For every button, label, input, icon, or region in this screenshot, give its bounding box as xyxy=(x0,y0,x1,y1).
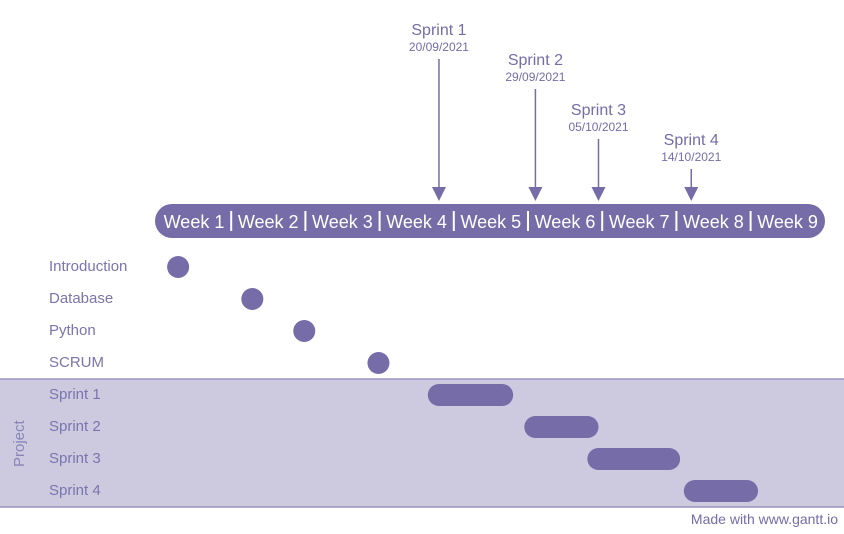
task-dot[interactable] xyxy=(167,256,190,278)
week-label-6: Week 6 xyxy=(535,212,596,232)
task-dot[interactable] xyxy=(293,320,316,342)
week-label-4: Week 4 xyxy=(386,212,447,232)
task-dot[interactable] xyxy=(367,352,390,374)
week-label-9: Week 9 xyxy=(757,212,818,232)
milestone-date: 20/09/2021 xyxy=(409,40,469,54)
week-label-2: Week 2 xyxy=(238,212,299,232)
milestone-date: 14/10/2021 xyxy=(661,150,721,164)
group-label-project: Project xyxy=(11,420,28,467)
week-label-5: Week 5 xyxy=(460,212,521,232)
task-bar[interactable] xyxy=(427,384,514,406)
task-label: Sprint 3 xyxy=(49,450,101,467)
task-label: Introduction xyxy=(49,258,128,275)
milestone-date: 05/10/2021 xyxy=(568,120,628,134)
task-dot[interactable] xyxy=(241,288,264,310)
arrow-down-icon xyxy=(591,187,606,201)
week-label-8: Week 8 xyxy=(683,212,744,232)
week-label-3: Week 3 xyxy=(312,212,373,232)
task-bar[interactable] xyxy=(524,416,599,438)
milestone-name: Sprint 3 xyxy=(571,102,626,119)
timeline-bar xyxy=(155,204,825,238)
week-label-7: Week 7 xyxy=(609,212,670,232)
milestone-name: Sprint 2 xyxy=(508,52,563,69)
milestone-date: 29/09/2021 xyxy=(505,70,565,84)
arrow-down-icon xyxy=(431,187,446,201)
week-label-1: Week 1 xyxy=(164,212,225,232)
arrow-down-icon xyxy=(528,187,543,201)
task-label: SCRUM xyxy=(49,354,104,371)
task-label: Python xyxy=(49,322,96,339)
footer-credit[interactable]: Made with www.gantt.io xyxy=(690,511,838,527)
milestone-name: Sprint 4 xyxy=(664,132,719,149)
task-label: Sprint 1 xyxy=(49,386,101,403)
task-label: Sprint 2 xyxy=(49,418,101,435)
task-label: Database xyxy=(49,290,114,307)
milestone-name: Sprint 1 xyxy=(411,22,466,39)
task-label: Sprint 4 xyxy=(49,482,101,499)
task-bar[interactable] xyxy=(587,448,681,470)
arrow-down-icon xyxy=(684,187,699,201)
task-bar[interactable] xyxy=(683,480,759,502)
